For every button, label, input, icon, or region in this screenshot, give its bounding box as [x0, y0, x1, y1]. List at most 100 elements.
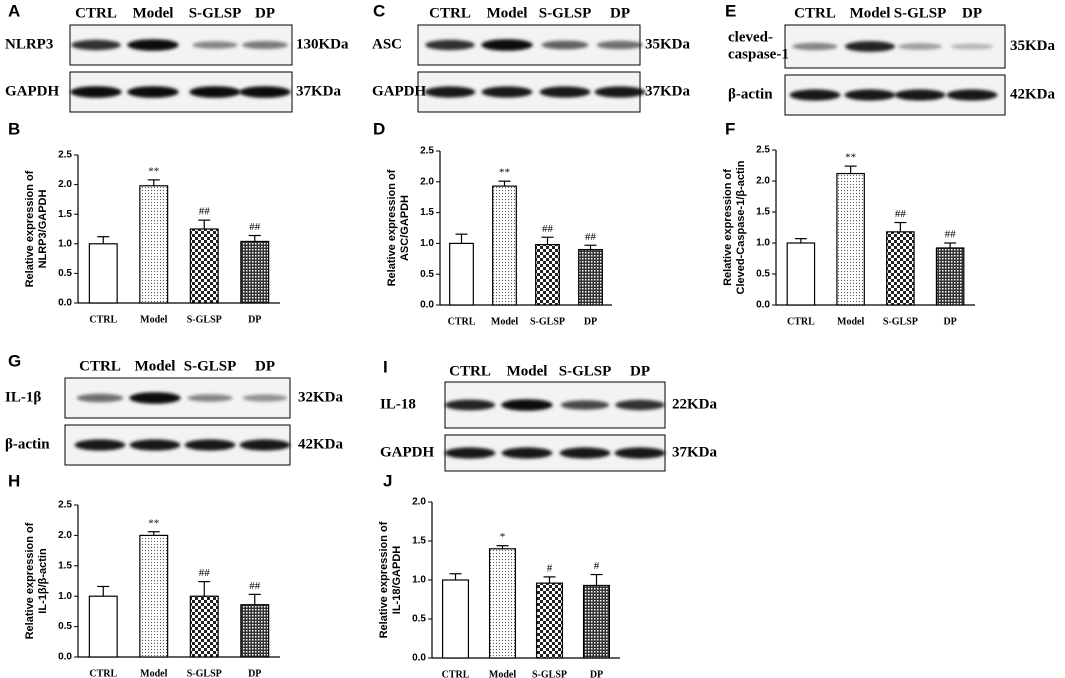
bar [189, 595, 219, 658]
panel-letter: B [8, 119, 20, 138]
bar [836, 172, 865, 306]
bar [535, 244, 560, 306]
lane-label: Model [850, 5, 891, 21]
lane-label: Model [487, 5, 528, 21]
x-tick-label: S-GLSP [883, 316, 918, 327]
lane-label: CTRL [75, 5, 117, 21]
bar [441, 579, 470, 659]
lane-label: CTRL [429, 5, 471, 21]
significance-label: ** [148, 165, 159, 177]
blot-band [187, 394, 233, 402]
lane-label: DP [255, 358, 275, 374]
size-label: 37KDa [645, 83, 691, 99]
x-tick-label: DP [943, 316, 956, 327]
protein-label: GAPDH [372, 83, 426, 99]
blot-band [444, 447, 496, 459]
y-tick-label: 1.0 [420, 238, 434, 249]
lane-label: DP [255, 5, 275, 21]
panel-letter: A [8, 1, 20, 20]
lane-label: Model [507, 363, 548, 379]
significance-label: ## [895, 208, 907, 220]
bar [786, 242, 816, 306]
bar [582, 584, 611, 659]
panel-letter: C [373, 1, 385, 20]
y-axis-title: IL-1β/β-actin [37, 548, 49, 614]
significance-label: ** [845, 152, 856, 164]
significance-label: * [500, 531, 506, 543]
y-tick-label: 2.0 [58, 179, 72, 190]
y-tick-label: 2.0 [58, 530, 72, 541]
blot-band [594, 86, 646, 98]
bar [935, 247, 965, 306]
x-tick-label: S-GLSP [530, 316, 565, 327]
blot-band [539, 86, 591, 98]
blot-band [74, 439, 126, 451]
blot-band [481, 86, 533, 98]
x-tick-label: Model [491, 316, 518, 327]
significance-label: ## [945, 229, 957, 241]
x-tick-label: CTRL [787, 316, 815, 327]
size-label: 22KDa [672, 396, 718, 412]
y-tick-label: 2.5 [420, 146, 434, 157]
bar [578, 248, 603, 306]
y-tick-label: 0.5 [412, 614, 426, 625]
y-tick-label: 2.5 [756, 145, 770, 156]
blot-band [789, 89, 841, 101]
size-label: 37KDa [672, 444, 718, 460]
size-label: 130KDa [296, 36, 349, 52]
blot-band [129, 439, 181, 451]
x-tick-label: S-GLSP [187, 314, 222, 325]
x-tick-label: DP [248, 314, 261, 325]
y-tick-label: 1.5 [58, 209, 72, 220]
blot-panel: I CTRL Model S-GLSP DP IL-18 22KDa GAPDH 37KDa [380, 357, 718, 472]
significance-label: # [594, 560, 600, 572]
blot-band [560, 400, 610, 410]
y-tick-label: 1.5 [58, 560, 72, 571]
lane-label: CTRL [449, 363, 491, 379]
lane-label: S-GLSP [894, 5, 947, 21]
y-tick-label: 1.0 [756, 238, 770, 249]
size-label: 42KDa [298, 436, 344, 452]
y-tick-label: 0.0 [420, 300, 434, 311]
blot-band [184, 439, 236, 451]
lane-label: S-GLSP [559, 363, 612, 379]
y-tick-label: 2.5 [58, 150, 72, 161]
blot-panel: C CTRL Model S-GLSP DP ASC 35KDa GAPDH 37KDa [372, 1, 691, 113]
y-axis-title: Relative expression of [378, 521, 390, 638]
blot-band [129, 392, 181, 404]
size-label: 32KDa [298, 389, 344, 405]
blot-band [127, 86, 179, 98]
blot-band [559, 447, 611, 459]
y-axis-title: ASC/GAPDH [399, 195, 411, 261]
blot-panel: E CTRL Model S-GLSP DP cleved-caspase-1 35KDa β… [725, 1, 1056, 116]
blot-band [444, 399, 496, 411]
lane-label: CTRL [79, 358, 121, 374]
blot-band [71, 39, 121, 51]
y-tick-label: 2.0 [412, 497, 426, 508]
y-tick-label: 0.0 [756, 300, 770, 311]
significance-label: ** [148, 517, 159, 529]
y-axis-title: Relative expression of [24, 170, 36, 287]
bar [488, 548, 517, 659]
protein-label: β-actin [728, 86, 773, 102]
panel-letter: E [725, 1, 736, 20]
lane-label: CTRL [794, 5, 836, 21]
y-tick-label: 1.0 [58, 238, 72, 249]
x-tick-label: CTRL [89, 314, 117, 325]
chart-panel: H 0.0 0.5 1.0 1.5 2.0 2.5 Relative expression o… [8, 471, 280, 678]
blot-band [501, 399, 553, 411]
blot-band [950, 43, 994, 50]
blot-band [424, 86, 476, 98]
x-tick-label: CTRL [442, 669, 470, 678]
x-tick-label: DP [590, 669, 603, 678]
y-axis-title: Cleved-Caspase-1/β-actin [735, 160, 747, 294]
x-tick-label: CTRL [89, 668, 117, 678]
size-label: 37KDa [296, 83, 342, 99]
size-label: 42KDa [1010, 86, 1056, 102]
protein-label: caspase-1 [728, 46, 789, 62]
bar [886, 231, 915, 306]
blot-panel: G CTRL Model S-GLSP DP IL-1β 32KDa β-actin 42KDa [5, 351, 344, 466]
y-tick-label: 1.5 [756, 207, 770, 218]
x-tick-label: CTRL [448, 316, 476, 327]
blot-band [897, 43, 943, 50]
